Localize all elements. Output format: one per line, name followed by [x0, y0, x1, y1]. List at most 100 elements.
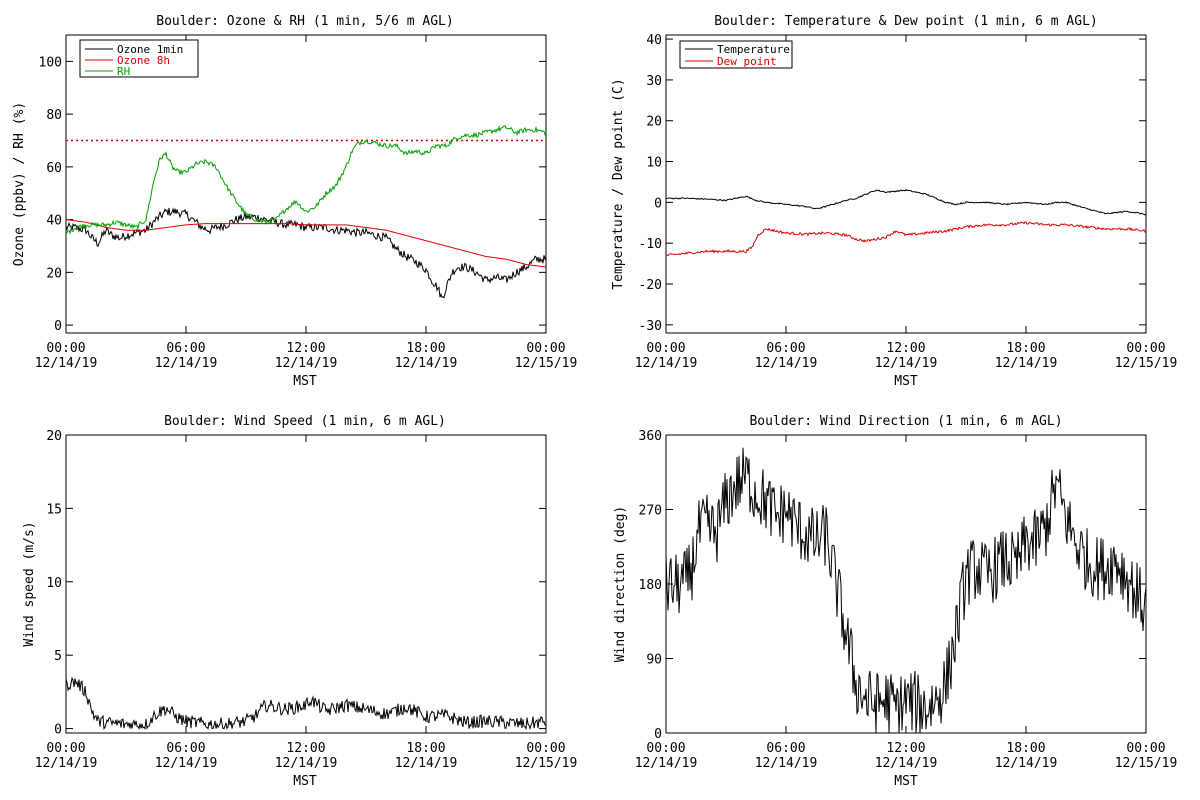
- series-line-0: [665, 188, 1147, 216]
- x-axis-label: MST: [293, 774, 317, 789]
- y-tick-label: -30: [639, 319, 662, 334]
- x-tick-label-time: 12:00: [286, 741, 325, 756]
- y-tick-label: 0: [654, 196, 662, 211]
- plot-area: 0510152000:0012/14/1906:0012/14/1912:001…: [35, 429, 578, 771]
- y-tick-label: 0: [654, 727, 662, 742]
- y-tick-label: 20: [46, 429, 62, 444]
- x-tick-label-time: 00:00: [526, 341, 565, 356]
- x-tick-label-time: 00:00: [646, 341, 685, 356]
- series-line-0: [65, 207, 547, 299]
- series-line-0: [65, 676, 547, 731]
- x-tick-label-date: 12/14/19: [635, 356, 698, 371]
- x-tick-label-date: 12/14/19: [755, 756, 818, 771]
- y-tick-label: 20: [46, 266, 62, 281]
- legend-box: [679, 40, 793, 69]
- x-tick-label-time: 00:00: [526, 741, 565, 756]
- x-tick-label-date: 12/15/19: [515, 356, 578, 371]
- x-tick-label-time: 00:00: [46, 741, 85, 756]
- x-tick-label-date: 12/15/19: [1115, 756, 1178, 771]
- x-tick-label-time: 06:00: [166, 341, 205, 356]
- x-tick-label-date: 12/15/19: [1115, 356, 1178, 371]
- x-tick-label-time: 00:00: [1126, 741, 1165, 756]
- y-axis-label: Wind direction (deg): [613, 506, 628, 663]
- x-tick-label-time: 00:00: [46, 341, 85, 356]
- y-tick-label: 80: [46, 108, 62, 123]
- x-tick-label-date: 12/14/19: [995, 356, 1058, 371]
- x-tick-label-time: 00:00: [1126, 341, 1165, 356]
- y-tick-label: -20: [639, 278, 662, 293]
- panel-wind-speed: Boulder: Wind Speed (1 min, 6 m AGL) 0 5 1…: [22, 414, 577, 789]
- y-tick-label: 270: [639, 504, 662, 519]
- y-tick-label: 20: [646, 115, 662, 130]
- y-axis-label: Wind speed (m/s): [22, 521, 37, 646]
- plot-frame: [65, 434, 547, 734]
- x-tick-label-time: 18:00: [406, 741, 445, 756]
- y-tick-label: 100: [39, 55, 62, 70]
- x-tick-label-date: 12/14/19: [395, 756, 458, 771]
- y-tick-label: 10: [46, 576, 62, 591]
- x-tick-label-time: 12:00: [886, 741, 925, 756]
- series-line-2: [65, 125, 547, 235]
- chart-title: Boulder: Wind Speed (1 min, 6 m AGL): [164, 414, 446, 429]
- x-tick-label-time: 18:00: [1006, 741, 1045, 756]
- legend: Ozone 1min Ozone 8h RH: [79, 39, 199, 78]
- x-tick-label-date: 12/14/19: [275, 356, 338, 371]
- x-tick-label-time: 12:00: [886, 341, 925, 356]
- x-tick-label-time: 00:00: [646, 741, 685, 756]
- series-line-0: [665, 447, 1147, 734]
- x-tick-label-time: 06:00: [766, 741, 805, 756]
- y-tick-label: 40: [46, 214, 62, 229]
- y-tick-label: 360: [639, 429, 662, 444]
- y-tick-label: 180: [639, 578, 662, 593]
- panel-ozone-rh: Boulder: Ozone & RH (1 min, 5/6 m AGL) 0…: [12, 14, 577, 389]
- x-tick-label-time: 18:00: [406, 341, 445, 356]
- chart-title: Boulder: Wind Direction (1 min, 6 m AGL): [749, 414, 1062, 429]
- legend-label-rh: RH: [117, 65, 130, 78]
- plot-area: 02040608010000:0012/14/1906:0012/14/1912…: [35, 35, 578, 371]
- x-axis-label: MST: [293, 374, 317, 389]
- x-tick-label-date: 12/14/19: [875, 356, 938, 371]
- legend-label-temperature: Temperature: [717, 43, 790, 56]
- plot-area: -30-20-1001020304000:0012/14/1906:0012/1…: [635, 33, 1178, 371]
- panel-wind-direction: Boulder: Wind Direction (1 min, 6 m AGL)…: [613, 414, 1177, 789]
- y-tick-label: 40: [646, 33, 662, 48]
- x-tick-label-time: 18:00: [1006, 341, 1045, 356]
- x-tick-label-date: 12/14/19: [275, 756, 338, 771]
- y-tick-label: 90: [646, 653, 662, 668]
- x-tick-label-date: 12/14/19: [395, 356, 458, 371]
- y-tick-label: 30: [646, 74, 662, 89]
- chart-title: Boulder: Ozone & RH (1 min, 5/6 m AGL): [156, 14, 453, 29]
- legend-label-ozone-8h: Ozone 8h: [117, 54, 170, 67]
- y-axis-label: Temperature / Dew point (C): [611, 78, 626, 289]
- x-tick-label-date: 12/14/19: [35, 356, 98, 371]
- y-tick-label: 60: [46, 161, 62, 176]
- plot-frame: [665, 434, 1147, 734]
- chart-title: Boulder: Temperature & Dew point (1 min,…: [714, 14, 1098, 29]
- x-tick-label-date: 12/15/19: [515, 756, 578, 771]
- legend: Temperature Dew point: [679, 40, 793, 69]
- y-axis-label: Ozone (ppbv) / RH (%): [12, 102, 27, 266]
- x-tick-label-date: 12/14/19: [35, 756, 98, 771]
- y-tick-label: 5: [54, 649, 62, 664]
- x-tick-label-date: 12/14/19: [155, 756, 218, 771]
- y-tick-label: 0: [54, 319, 62, 334]
- x-tick-label-date: 12/14/19: [755, 356, 818, 371]
- legend-label-ozone-1min: Ozone 1min: [117, 43, 183, 56]
- x-tick-label-time: 06:00: [766, 341, 805, 356]
- x-tick-label-date: 12/14/19: [155, 356, 218, 371]
- series-line-1: [65, 219, 547, 268]
- x-tick-label-date: 12/14/19: [875, 756, 938, 771]
- panel-temperature-dewpoint: Boulder: Temperature & Dew point (1 min,…: [611, 14, 1177, 389]
- series-line-1: [666, 221, 1147, 257]
- y-tick-label: 10: [646, 156, 662, 171]
- x-axis-label: MST: [894, 374, 918, 389]
- x-tick-label-date: 12/14/19: [635, 756, 698, 771]
- legend-label-dew-point: Dew point: [717, 55, 777, 68]
- x-tick-label-time: 12:00: [286, 341, 325, 356]
- x-tick-label-date: 12/14/19: [995, 756, 1058, 771]
- y-tick-label: -10: [639, 237, 662, 252]
- plot-area: 09018027036000:0012/14/1906:0012/14/1912…: [635, 429, 1178, 771]
- plot-frame: [665, 34, 1147, 334]
